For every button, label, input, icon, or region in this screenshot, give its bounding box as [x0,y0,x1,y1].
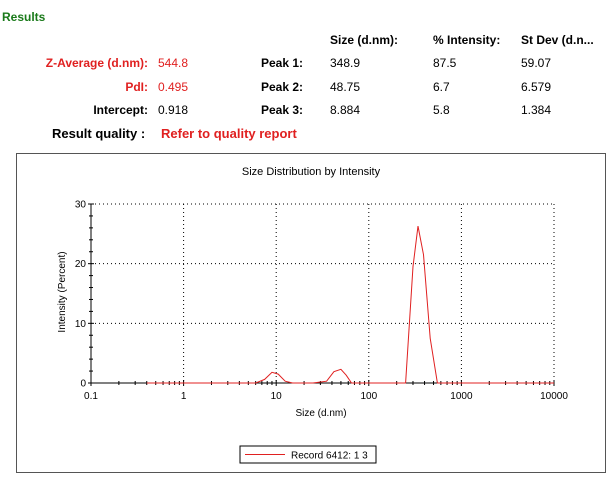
chart-title: Size Distribution by Intensity [242,166,381,178]
chart-axes [90,204,554,384]
peak-1-label: Peak 1: [260,56,303,70]
result-quality-label: Result quality : [52,126,146,141]
peak-3-size: 8.884 [330,103,361,117]
x-tick-label: 0.1 [84,391,98,402]
chart-grid [90,203,555,384]
column-header-intensity: % Intensity: [433,33,501,47]
column-header-stdev: St Dev (d.n... [521,33,594,47]
chart-legend: Record 6412: 1 3 [239,445,377,464]
y-tick-label: 0 [80,379,86,390]
z-average-value: 544.8 [158,56,189,70]
y-tick-label: 30 [75,200,87,211]
y-axis-label: Intensity (Percent) [57,251,68,332]
pdi-value: 0.495 [158,80,189,94]
peak-3-intensity: 5.8 [433,103,450,117]
x-tick-label: 100 [360,391,377,402]
peak-3-label: Peak 3: [260,103,303,117]
peak-1-stdev: 59.07 [521,56,552,70]
y-tick-label: 10 [75,319,87,330]
z-average-label: Z-Average (d.nm): [45,56,148,70]
peak-1-intensity: 87.5 [433,56,457,70]
x-tick-label: 1000 [450,391,473,402]
pdi-label: PdI: [125,80,148,94]
intercept-label: Intercept: [93,103,148,117]
results-heading: Results [2,10,46,24]
result-quality-link[interactable]: Refer to quality report [161,126,297,141]
y-tick-label: 20 [75,259,87,270]
legend-box [239,445,377,464]
chart-series [146,226,554,384]
x-tick-label: 10 [271,391,283,402]
x-tick-label: 1 [181,391,187,402]
size-distribution-chart: Size Distribution by Intensity 0.1 1 10 100… [57,166,568,464]
chart-ticks: 0.1 1 10 100 1000 10000 0 10 20 30 [75,200,568,403]
peak-1-size: 348.9 [330,56,361,70]
chart-panel: Size Distribution by Intensity 0.1 1 10 100… [16,153,606,473]
legend-entry: Record 6412: 1 3 [291,451,368,462]
column-header-size: Size (d.nm): [330,33,398,47]
peak-2-label: Peak 2: [260,80,303,94]
series-line [146,226,554,384]
peak-2-intensity: 6.7 [433,80,450,94]
x-axis-label: Size (d.nm) [295,408,346,419]
peak-2-size: 48.75 [330,80,361,94]
peak-3-stdev: 1.384 [521,103,552,117]
x-tick-label: 10000 [540,391,568,402]
peak-2-stdev: 6.579 [521,80,552,94]
intercept-value: 0.918 [158,103,189,117]
